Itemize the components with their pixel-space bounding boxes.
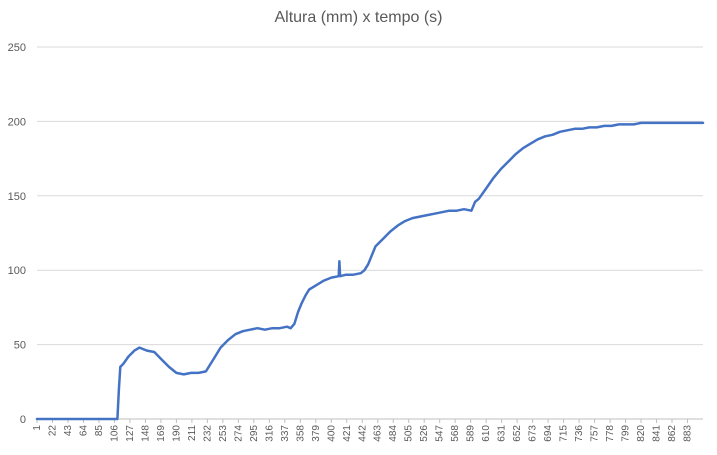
x-tick-label: 22 [47, 425, 58, 437]
x-tick-label: 232 [202, 425, 213, 442]
x-tick-label: 757 [590, 425, 601, 442]
y-tick-label: 0 [20, 414, 26, 426]
x-tick-label: 484 [388, 425, 399, 442]
x-tick-label: 463 [373, 425, 384, 442]
x-tick-label: 106 [109, 425, 120, 442]
y-tick-label: 200 [8, 116, 26, 128]
x-tick-label: 862 [667, 425, 678, 442]
x-tick-label: 190 [171, 425, 182, 442]
x-tick-label: 715 [559, 425, 570, 442]
x-tick-label: 85 [94, 425, 105, 437]
x-tick-label: 169 [156, 425, 167, 442]
x-tick-label: 820 [636, 425, 647, 442]
x-tick-label: 736 [574, 425, 585, 442]
series-line [35, 121, 705, 421]
x-tick-label: 442 [357, 425, 368, 442]
x-tick-label: 547 [435, 425, 446, 442]
x-tick-label: 211 [187, 425, 198, 441]
x-tick-label: 505 [404, 425, 415, 442]
x-tick-label: 673 [528, 425, 539, 442]
chart-title: Altura (mm) x tempo (s) [274, 9, 443, 26]
x-tick-label: 694 [543, 425, 554, 442]
x-tick-label: 127 [125, 425, 136, 442]
y-tick-label: 250 [8, 42, 26, 54]
y-tick-label: 50 [14, 340, 26, 352]
x-tick-label: 610 [481, 425, 492, 442]
x-tick-label: 337 [280, 425, 291, 442]
x-tick-label: 841 [652, 425, 663, 442]
y-tick-label: 100 [8, 265, 26, 277]
x-tick-label: 43 [63, 425, 74, 437]
x-tick-label: 589 [466, 425, 477, 442]
x-tick-label: 316 [264, 425, 275, 442]
x-tick-label: 148 [140, 425, 151, 442]
x-tick-label: 778 [605, 425, 616, 442]
y-tick-label: 150 [8, 191, 26, 203]
x-tick-label: 379 [311, 425, 322, 442]
x-tick-label: 295 [249, 425, 260, 442]
x-tick-label: 64 [78, 425, 89, 437]
x-tick-label: 568 [450, 425, 461, 442]
x-tick-label: 274 [233, 425, 244, 442]
x-tick-label: 652 [512, 425, 523, 442]
x-tick-label: 400 [326, 425, 337, 442]
x-tick-label: 799 [621, 425, 632, 442]
x-tick-label: 1 [32, 425, 43, 431]
x-tick-label: 421 [342, 425, 353, 442]
x-tick-label: 883 [683, 425, 694, 442]
x-tick-label: 631 [497, 425, 508, 442]
x-tick-label: 253 [218, 425, 229, 442]
x-tick-label: 358 [295, 425, 306, 442]
x-tick-label: 526 [419, 425, 430, 442]
